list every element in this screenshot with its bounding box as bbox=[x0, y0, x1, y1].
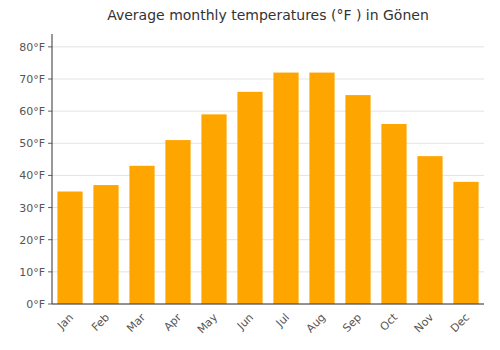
y-tick-label: 0°F bbox=[26, 298, 45, 311]
y-tick-label: 60°F bbox=[19, 105, 45, 118]
x-tick-label: Feb bbox=[89, 311, 112, 334]
y-axis: 0°F 10°F 20°F 30°F 40°F 50°F 60°F 70°F 80°F bbox=[19, 41, 52, 311]
bar bbox=[453, 182, 478, 304]
bar bbox=[309, 73, 334, 304]
chart-container: Average monthly temperatures (°F ) in Gö… bbox=[0, 0, 500, 350]
grid-line bbox=[52, 79, 484, 80]
chart-title: Average monthly temperatures (°F ) in Gö… bbox=[107, 7, 429, 23]
x-tick-label: Jul bbox=[273, 311, 292, 330]
x-axis-line bbox=[52, 304, 484, 305]
x-tick-label: Oct bbox=[377, 310, 400, 333]
x-tick-label: Apr bbox=[161, 311, 184, 334]
y-tick bbox=[48, 175, 52, 176]
grid-line bbox=[52, 304, 484, 305]
grid-line bbox=[52, 46, 484, 47]
x-tick-label: Jan bbox=[54, 311, 76, 333]
y-tick-label: 20°F bbox=[19, 234, 45, 247]
y-tick-label: 10°F bbox=[19, 266, 45, 279]
bar bbox=[237, 92, 262, 304]
bar bbox=[129, 166, 154, 304]
y-axis-line bbox=[52, 34, 53, 304]
grid bbox=[52, 47, 484, 304]
y-tick-label: 70°F bbox=[19, 73, 45, 86]
x-tick-label: Sep bbox=[340, 311, 364, 335]
bars bbox=[57, 73, 478, 304]
grid-line bbox=[52, 111, 484, 112]
x-tick-label: Aug bbox=[304, 311, 328, 335]
y-tick bbox=[48, 143, 52, 144]
bar bbox=[417, 156, 442, 304]
x-tick-label: Nov bbox=[412, 311, 437, 336]
y-tick bbox=[48, 46, 52, 47]
bar bbox=[273, 73, 298, 304]
bar bbox=[381, 124, 406, 304]
grid-line bbox=[52, 143, 484, 144]
bar bbox=[345, 95, 370, 304]
bar bbox=[57, 192, 82, 305]
bar bbox=[93, 185, 118, 304]
x-tick-label: Dec bbox=[448, 311, 472, 335]
bar bbox=[165, 140, 190, 304]
x-tick-label: Jun bbox=[234, 311, 256, 333]
x-axis: Jan Feb Mar Apr May Jun Jul Aug Sep Oct Nov Dec bbox=[54, 310, 472, 336]
y-tick-label: 50°F bbox=[19, 137, 45, 150]
bar bbox=[201, 114, 226, 304]
y-tick bbox=[48, 271, 52, 272]
y-tick-label: 80°F bbox=[19, 41, 45, 54]
y-tick bbox=[48, 111, 52, 112]
y-tick bbox=[48, 207, 52, 208]
y-tick-label: 40°F bbox=[19, 169, 45, 182]
x-tick-label: Mar bbox=[124, 311, 148, 335]
y-tick-label: 30°F bbox=[19, 202, 45, 215]
y-tick bbox=[48, 239, 52, 240]
y-tick bbox=[48, 79, 52, 80]
y-tick bbox=[48, 304, 52, 305]
x-tick-label: May bbox=[195, 311, 221, 337]
chart-svg: Average monthly temperatures (°F ) in Gö… bbox=[0, 0, 500, 350]
